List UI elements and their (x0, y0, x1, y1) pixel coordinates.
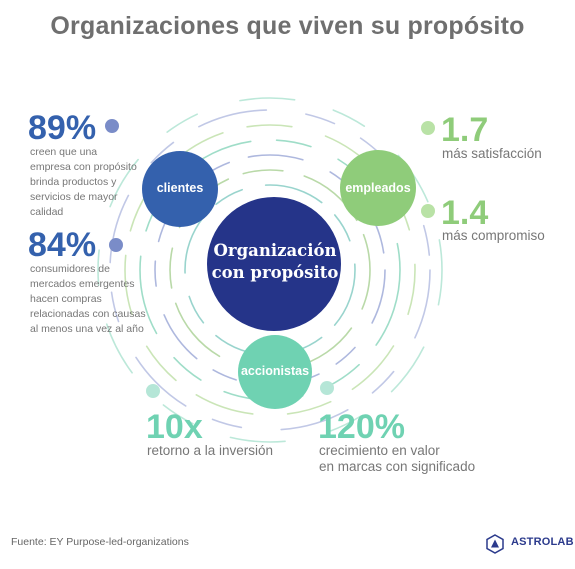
stat-84-desc-line: al menos una vez al año (30, 323, 144, 335)
stat-120-desc: crecimiento en valor en marcas con signi… (319, 443, 475, 475)
stat-17-desc: más satisfacción (442, 146, 542, 161)
stat-10x-desc: retorno a la inversión (147, 443, 274, 458)
center-label-line2: con propósito (211, 263, 339, 282)
dot-84 (109, 238, 123, 252)
stat-14-desc: más compromiso (442, 228, 545, 243)
stat-120-desc-line: crecimiento en valor (319, 443, 440, 458)
clientes-label: clientes (156, 181, 204, 195)
empleados-label: empleados (345, 181, 411, 195)
stat-84-desc-line: consumidores de (30, 263, 110, 275)
stat-84-value: 84% (28, 226, 97, 264)
center-circle (207, 197, 341, 331)
stat-17-value: 1.7 (441, 111, 489, 149)
center-label-line1: Organización (213, 241, 337, 260)
stat-89-desc: creen que una empresa con propósito brin… (30, 145, 137, 220)
dot-89 (105, 119, 119, 133)
stat-84-desc-line: mercados emergentes (30, 278, 135, 290)
astrolab-logo-text: ASTROLAB (511, 536, 574, 548)
stat-89-desc-line: creen que una (30, 146, 98, 158)
center-label: Organización con propósito (210, 240, 340, 284)
stat-84-desc-line: relacionadas con causas (30, 308, 146, 320)
dot-120 (320, 381, 334, 395)
dot-10x (146, 384, 160, 398)
dot-14 (421, 204, 435, 218)
page-title: Organizaciones que viven su propósito (50, 12, 525, 40)
stat-89-desc-line: calidad (30, 206, 64, 218)
stat-89-desc-line: empresa con propósito (30, 161, 137, 173)
accionistas-bubble (238, 335, 312, 409)
dot-17 (421, 121, 435, 135)
stat-10x-value: 10x (146, 408, 203, 446)
astrolab-logo-icon (486, 534, 504, 554)
stat-89-value: 89% (28, 109, 97, 147)
stat-84-desc: consumidores de mercados emergentes hace… (30, 262, 146, 337)
stat-120-desc-line: en marcas con significado (319, 459, 476, 474)
source-footnote: Fuente: EY Purpose-led-organizations (11, 536, 189, 548)
empleados-bubble (340, 150, 416, 226)
stat-84-desc-line: hacen compras (30, 293, 102, 305)
clientes-bubble (142, 151, 218, 227)
stat-89-desc-line: brinda productos y (30, 176, 117, 188)
stat-14-value: 1.4 (441, 194, 489, 232)
accionistas-label: accionistas (240, 364, 310, 378)
stat-120-value: 120% (318, 408, 405, 446)
stat-89-desc-line: servicios de mayor (30, 191, 118, 203)
